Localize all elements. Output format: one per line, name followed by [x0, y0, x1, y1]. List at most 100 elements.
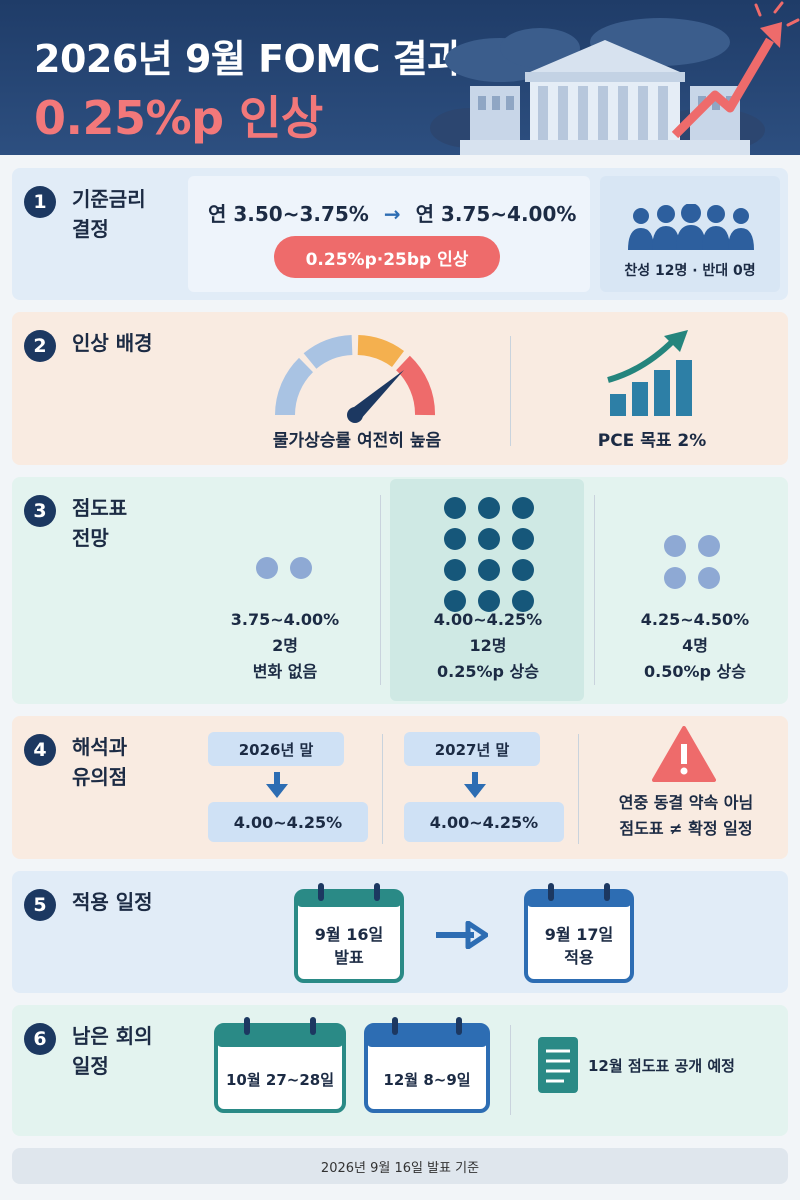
- dot: [664, 535, 686, 557]
- header-banner: 2026년 9월 FOMC 결과 0.25%p 인상: [0, 0, 800, 155]
- rising-bar-chart-icon: [607, 330, 692, 416]
- group-range: 4.25~4.50%: [640, 610, 750, 629]
- group-note: 0.25%p 상승: [437, 662, 539, 681]
- caution-note: 연중 동결 약속 아님 점도표 ≠ 확정 일정: [592, 790, 780, 842]
- divider: [578, 734, 579, 844]
- group-range: 4.00~4.25%: [433, 610, 543, 629]
- announce-label: 발표: [334, 948, 364, 967]
- calendar-icon: [364, 1017, 490, 1113]
- announce-date: 9월 16일: [314, 925, 384, 944]
- group-count: 12명: [469, 636, 507, 655]
- calendar-icon: [294, 883, 404, 983]
- apply-calendar: 9월 17일 적용: [524, 883, 634, 983]
- page-subtitle: 0.25%p 인상: [34, 91, 323, 145]
- dot: [512, 497, 534, 519]
- dot-group-3-label: 4.25~4.50% 4명 0.50%p 상승: [610, 607, 780, 685]
- divider: [510, 336, 511, 446]
- dot: [478, 559, 500, 581]
- dot-group-3: [664, 535, 720, 589]
- vote-result: 찬성 12명 · 반대 0명: [624, 263, 756, 279]
- section-interpretation: 4 해석과 유의점 2026년 말 4.00~4.25% 2027년 말 4.0…: [12, 716, 788, 859]
- section-title-line1: 점도표: [72, 496, 128, 520]
- dot: [698, 535, 720, 557]
- group-note: 변화 없음: [252, 662, 318, 681]
- section-title-line1: 해석과: [72, 735, 128, 759]
- dot-group-1: [256, 557, 312, 579]
- calendar-icon: [524, 883, 634, 983]
- year-2026-label: 2026년 말: [208, 732, 344, 766]
- section-dot-plot: 3 점도표 전망 3.75~4.00% 2명 변화 없음 4.00~4.25% …: [12, 477, 788, 704]
- dot-group-2: [444, 497, 534, 612]
- group-count: 2명: [272, 636, 298, 655]
- footer-basis-date: 2026년 9월 16일 발표 기준: [12, 1148, 788, 1184]
- people-group-icon: [628, 204, 754, 250]
- october-meeting: 10월 27~28일: [214, 1017, 346, 1113]
- section-title-line2: 전망: [72, 526, 109, 550]
- section-number: 2: [24, 330, 56, 362]
- section-effective-schedule: 5 적용 일정 9월 16일 발표 9월 17일 적용: [12, 871, 788, 993]
- year-2027-value: 4.00~4.25%: [404, 802, 564, 842]
- group-range: 3.75~4.00%: [230, 610, 340, 629]
- section-hike-background: 2 인상 배경 물가상승률 여전히 높음 PCE 목표 2%: [12, 312, 788, 465]
- section-number: 3: [24, 495, 56, 527]
- down-arrow-icon: [464, 772, 486, 798]
- dot: [512, 528, 534, 550]
- document-icon: [538, 1037, 578, 1093]
- section-title: 기준금리 결정: [72, 184, 146, 244]
- december-meeting: 12월 8~9일: [364, 1017, 490, 1113]
- gauge-label: 물가상승률 여전히 높음: [272, 431, 442, 451]
- previous-rate: 연 3.50~3.75%: [208, 202, 369, 226]
- apply-date: 9월 17일: [544, 925, 614, 944]
- pce-target-label: PCE 목표 2%: [597, 431, 707, 451]
- dot: [444, 497, 466, 519]
- section-title-line1: 남은 회의: [72, 1024, 153, 1048]
- divider: [380, 495, 381, 685]
- section-title: 해석과 유의점: [72, 732, 127, 792]
- caution-line2: 점도표 ≠ 확정 일정: [619, 819, 753, 838]
- section-title: 인상 배경: [72, 331, 153, 355]
- apply-label: 적용: [564, 948, 594, 967]
- dot: [444, 559, 466, 581]
- caution-line1: 연중 동결 약속 아님: [618, 793, 754, 812]
- rate-change-row: 연 3.50~3.75% → 연 3.75~4.00%: [208, 198, 576, 227]
- divider: [382, 734, 383, 844]
- section-number: 5: [24, 889, 56, 921]
- announce-calendar: 9월 16일 발표: [294, 883, 404, 983]
- december-meeting-date: 12월 8~9일: [383, 1071, 471, 1089]
- section-number: 6: [24, 1023, 56, 1055]
- new-rate: 연 3.75~4.00%: [415, 202, 577, 226]
- october-meeting-date: 10월 27~28일: [225, 1071, 334, 1089]
- capitol-building-icon: [430, 1, 800, 155]
- group-count: 4명: [682, 636, 708, 655]
- dot: [478, 528, 500, 550]
- year-2026-value: 4.00~4.25%: [208, 802, 368, 842]
- section-rate-decision: 1 기준금리 결정 연 3.50~3.75% → 연 3.75~4.00% 0.…: [12, 168, 788, 300]
- section-number: 4: [24, 734, 56, 766]
- section-title-line2: 결정: [72, 217, 109, 241]
- dot: [478, 590, 500, 612]
- section-title: 남은 회의 일정: [72, 1021, 153, 1081]
- dot: [478, 497, 500, 519]
- inflation-gauge-icon: [275, 335, 435, 423]
- page-title: 2026년 9월 FOMC 결과: [34, 37, 462, 81]
- dot: [444, 528, 466, 550]
- right-arrow-icon: [436, 921, 488, 949]
- section-title-line2: 일정: [72, 1054, 109, 1078]
- dot-group-2-label: 4.00~4.25% 12명 0.25%p 상승: [398, 607, 578, 685]
- divider: [594, 495, 595, 685]
- dot: [698, 567, 720, 589]
- right-arrow-icon: →: [383, 202, 401, 226]
- dot-plot-release-note: 12월 점도표 공개 예정: [588, 1057, 735, 1075]
- section-title-line2: 유의점: [72, 765, 128, 789]
- section-remaining-meetings: 6 남은 회의 일정 10월 27~28일 12월 8~9일 12월 점도표 공…: [12, 1005, 788, 1136]
- down-arrow-icon: [266, 772, 288, 798]
- dot: [444, 590, 466, 612]
- section-title: 적용 일정: [72, 890, 153, 914]
- section-title: 점도표 전망: [72, 493, 127, 553]
- divider: [510, 1025, 511, 1115]
- dot-group-1-label: 3.75~4.00% 2명 변화 없음: [200, 607, 370, 685]
- dot: [512, 559, 534, 581]
- dot: [290, 557, 312, 579]
- dot: [256, 557, 278, 579]
- warning-icon: [652, 726, 716, 782]
